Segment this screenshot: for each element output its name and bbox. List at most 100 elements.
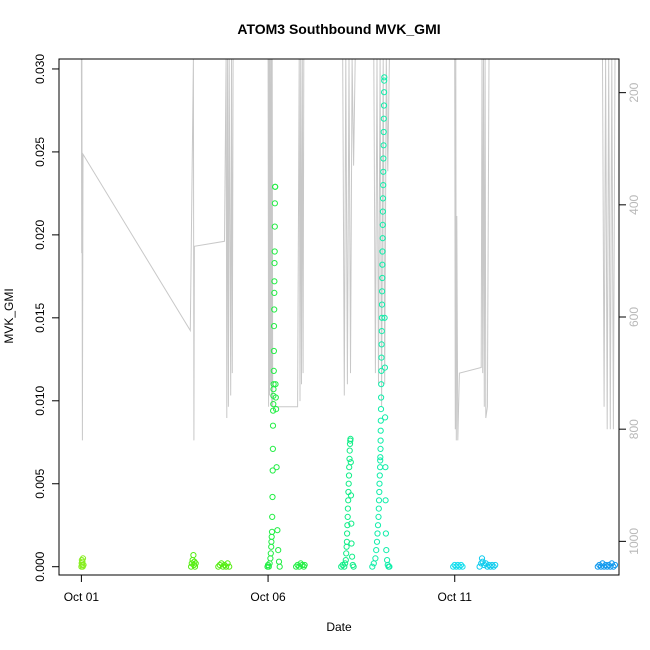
data-point xyxy=(380,102,388,109)
data-point xyxy=(381,74,388,81)
data-point xyxy=(270,367,277,374)
data-point xyxy=(348,520,355,527)
data-point xyxy=(380,155,387,162)
data-point xyxy=(608,560,615,567)
data-point xyxy=(347,435,354,442)
y-tick-label: 0.025 xyxy=(33,137,47,167)
data-point xyxy=(349,553,356,560)
x-axis-label: Date xyxy=(326,620,352,634)
data-point xyxy=(219,563,227,570)
data-point xyxy=(380,115,387,122)
data-point xyxy=(377,417,384,424)
y2-tick-label: 400 xyxy=(627,194,641,214)
data-point xyxy=(380,182,387,189)
data-point xyxy=(348,540,355,547)
data-point xyxy=(301,561,308,569)
data-point xyxy=(375,505,382,512)
data-point xyxy=(271,306,278,313)
data-point xyxy=(378,314,385,321)
data-point xyxy=(383,547,390,554)
data-point xyxy=(381,89,388,96)
data-point xyxy=(381,314,388,321)
y2-tick-label: 1000 xyxy=(627,528,641,555)
data-point xyxy=(374,522,382,529)
data-point xyxy=(346,455,353,462)
data-point xyxy=(271,223,278,230)
data-point xyxy=(375,497,383,504)
data-point xyxy=(191,563,199,570)
data-point xyxy=(265,563,272,570)
data-point xyxy=(379,261,386,268)
data-point xyxy=(342,560,349,567)
data-point xyxy=(273,464,280,471)
y2-tick-label: 600 xyxy=(627,307,641,327)
x-tick-label: Oct 11 xyxy=(437,590,472,604)
data-point xyxy=(373,547,380,554)
data-point xyxy=(377,457,384,464)
data-point xyxy=(594,563,601,570)
plot-frame xyxy=(58,58,620,576)
data-point xyxy=(218,560,225,567)
data-point xyxy=(224,560,231,567)
data-point xyxy=(270,323,278,330)
y-tick-label: 0.015 xyxy=(33,302,47,332)
data-point xyxy=(378,328,385,335)
data-point xyxy=(377,445,384,452)
data-point xyxy=(190,552,197,559)
data-point xyxy=(369,563,376,570)
data-point xyxy=(344,505,351,512)
overlay-series-line xyxy=(80,58,616,441)
data-point xyxy=(377,427,384,434)
data-point xyxy=(226,563,233,570)
data-point xyxy=(610,563,617,570)
data-point xyxy=(377,406,385,413)
data-point xyxy=(338,563,345,570)
data-point xyxy=(604,563,611,570)
data-point xyxy=(490,563,497,570)
data-point xyxy=(267,550,274,557)
data-point xyxy=(345,472,353,479)
chart-title: ATOM3 Southbound MVK_GMI xyxy=(237,21,440,37)
data-point xyxy=(376,480,383,487)
data-point xyxy=(376,472,383,479)
data-point xyxy=(456,563,463,570)
data-point xyxy=(379,208,386,215)
data-point xyxy=(379,248,386,255)
data-point xyxy=(379,221,386,228)
data-point xyxy=(297,560,304,567)
data-point xyxy=(275,547,282,554)
data-point xyxy=(377,437,384,444)
data-point xyxy=(492,561,499,569)
data-point xyxy=(382,464,389,471)
data-point xyxy=(271,248,278,255)
data-point xyxy=(276,563,283,570)
data-point xyxy=(299,561,306,569)
data-point xyxy=(294,561,301,569)
data-point xyxy=(378,341,385,348)
data-point xyxy=(342,557,349,564)
y2-tick-label: 200 xyxy=(627,82,641,102)
data-point xyxy=(378,394,385,401)
points-layer xyxy=(78,74,619,570)
data-point xyxy=(599,560,606,567)
y2-tick-label: 800 xyxy=(627,419,641,439)
data-point xyxy=(382,414,389,421)
data-point xyxy=(379,288,386,295)
data-point xyxy=(372,555,379,562)
data-point xyxy=(374,530,381,537)
data-point xyxy=(479,558,486,565)
data-point xyxy=(457,561,465,569)
data-point xyxy=(293,563,300,570)
data-point xyxy=(379,235,386,242)
data-point xyxy=(346,447,353,454)
data-point xyxy=(223,563,230,570)
data-point xyxy=(273,406,280,413)
data-point xyxy=(381,77,388,84)
data-point xyxy=(272,183,279,190)
y-tick-label: 0.030 xyxy=(33,54,47,84)
y-tick-label: 0.005 xyxy=(33,468,47,498)
data-point xyxy=(296,563,303,570)
x-tick-label: Oct 06 xyxy=(250,590,286,604)
data-point xyxy=(382,530,389,537)
